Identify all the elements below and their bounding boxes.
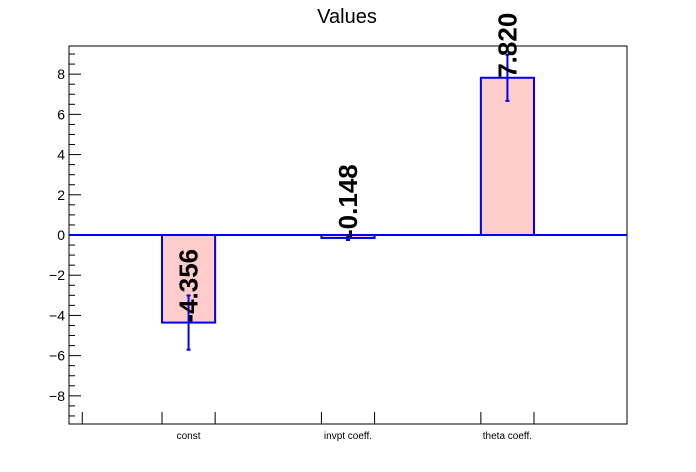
y-tick-label: 6 <box>57 106 65 122</box>
bar <box>479 76 536 236</box>
data-label: -4.356 <box>174 249 204 323</box>
y-tick-label: 2 <box>57 187 65 203</box>
y-tick-label: 0 <box>57 227 65 243</box>
y-tick-label: 8 <box>57 66 65 82</box>
y-tick-label: −6 <box>49 348 65 364</box>
x-tick-label: invpt coeff. <box>324 431 372 442</box>
y-tick-label: −8 <box>49 388 65 404</box>
y-tick-label: −2 <box>49 267 65 283</box>
chart-title: Values <box>317 6 377 28</box>
data-label: -0.148 <box>333 164 363 238</box>
data-labels-layer: -4.356 -0.148 7.820 <box>174 13 523 323</box>
x-tick-label: theta coeff. <box>483 431 532 442</box>
data-label: 7.820 <box>492 13 522 78</box>
y-tick-label: 4 <box>57 147 65 163</box>
x-axis: const invpt coeff. theta coeff. <box>81 412 535 442</box>
y-tick-label: −4 <box>49 307 65 323</box>
x-tick-label: const <box>177 431 201 442</box>
y-axis: −8 −6 −4 −2 0 2 4 6 8 <box>49 53 81 417</box>
error-bars-layer <box>186 53 510 351</box>
